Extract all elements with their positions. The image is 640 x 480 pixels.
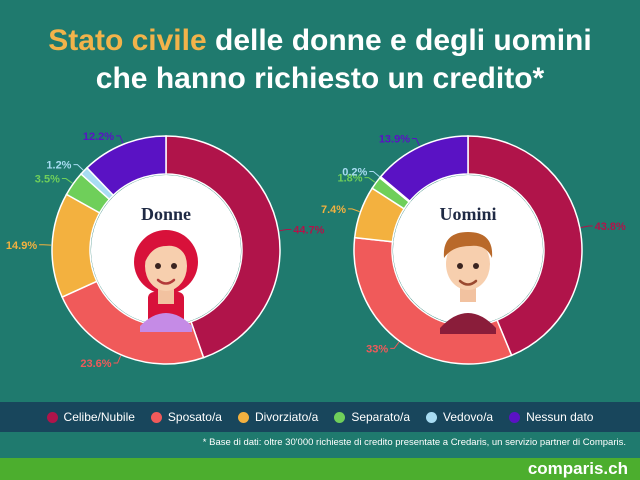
legend-item: Celibe/Nubile — [46, 410, 135, 424]
data-label: 44.7% — [293, 224, 324, 236]
data-label: 13.9% — [379, 134, 410, 146]
data-label: 23.6% — [80, 358, 111, 370]
series-name: Uomini — [439, 204, 496, 224]
data-label: 3.5% — [35, 174, 60, 186]
legend-item: Nessun dato — [509, 410, 593, 424]
footnote: * Base di dati: oltre 30'000 richieste d… — [202, 437, 626, 448]
leader-line — [412, 138, 420, 146]
legend-label: Vedovo/a — [443, 410, 494, 424]
legend-label: Sposato/a — [167, 410, 222, 424]
legend-swatch — [46, 411, 58, 423]
leader-line — [390, 341, 400, 349]
leader-line — [580, 225, 593, 229]
legend-item: Sposato/a — [150, 410, 222, 424]
chart-title-line-2: che hanno richiesto un credito* — [95, 62, 545, 95]
slice-celibe-nubile — [165, 135, 281, 359]
slice-nessun-dato — [85, 135, 167, 197]
woman-avatar-icon — [134, 230, 198, 332]
legend-swatch — [334, 411, 346, 423]
legend-label: Separato/a — [351, 410, 411, 424]
slice-nessun-dato — [379, 135, 469, 203]
legend-swatch — [150, 411, 162, 423]
brand-bar: comparis.ch — [0, 458, 640, 480]
chart-title-line-1: Stato civile delle donne e degli uomini — [0, 22, 640, 60]
legend: Celibe/Nubile Sposato/a Divorziato/a Separa… — [0, 402, 640, 432]
legend-label: Nessun dato — [526, 410, 594, 424]
man-avatar-icon — [440, 232, 496, 334]
leader-line — [369, 171, 380, 178]
legend-label: Divorziato/a — [254, 410, 319, 424]
donut-charts: 43.8% 33% 7.4% 1.8%0.2% 13.9% Uomini 44.7% 23.6… — [6, 131, 626, 370]
leader-line — [116, 135, 124, 144]
data-label: 1.2% — [46, 160, 71, 172]
data-label: 33% — [366, 343, 388, 355]
leader-line — [113, 355, 122, 364]
leader-line — [279, 228, 292, 232]
leader-line — [348, 208, 360, 213]
leader-line — [73, 164, 84, 171]
data-label: 43.8% — [595, 221, 626, 233]
legend-swatch — [509, 411, 521, 423]
leader-line — [61, 178, 73, 184]
legend-label: Celibe/Nubile — [63, 410, 135, 424]
data-label: 7.4% — [321, 204, 346, 216]
legend-item: Divorziato/a — [237, 410, 319, 424]
leader-line — [364, 177, 376, 183]
legend-swatch — [237, 411, 249, 423]
brand-logo: comparis.ch — [527, 459, 628, 478]
legend-item: Separato/a — [334, 410, 410, 424]
data-label: 1.8% — [337, 173, 362, 185]
data-label: 14.9% — [6, 240, 37, 252]
slice-celibe-nubile — [467, 135, 583, 357]
title-rest: delle donne e degli uomini — [206, 24, 592, 57]
legend-swatch — [426, 411, 438, 423]
legend-item: Vedovo/a — [426, 410, 493, 424]
title-accent: Stato civile — [48, 24, 207, 57]
series-name: Donne — [141, 204, 191, 224]
data-label: 0.2% — [342, 167, 367, 179]
data-label: 12.2% — [83, 131, 114, 143]
